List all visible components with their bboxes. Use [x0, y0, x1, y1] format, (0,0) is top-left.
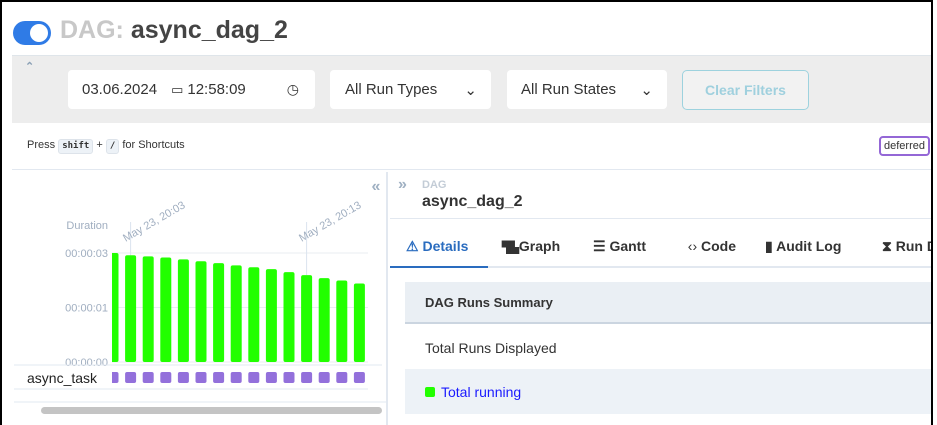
task-instance-square[interactable]	[230, 372, 242, 383]
collapse-left-icon[interactable]: «	[372, 178, 381, 195]
calendar-icon[interactable]: ▭	[171, 81, 184, 97]
task-instance-square[interactable]	[318, 372, 330, 383]
task-instance-square[interactable]	[177, 372, 189, 383]
y-tick-label: 00:00:00	[65, 357, 108, 369]
duration-bar[interactable]	[195, 261, 207, 362]
kbd-slash: /	[105, 139, 120, 154]
summary-header: DAG Runs Summary	[405, 282, 931, 324]
total-running-link[interactable]: Total running	[441, 383, 522, 400]
task-instance-square[interactable]	[248, 372, 260, 383]
task-instance-square[interactable]	[265, 372, 277, 383]
active-tab-indicator	[390, 266, 488, 268]
breadcrumb-dag-name[interactable]: async_dag_2	[422, 193, 523, 210]
summary-row-total-runs: Total Runs Displayed	[405, 326, 931, 369]
shortcuts-hint: Press shift + / for Shortcuts	[27, 139, 185, 154]
kbd-shift: shift	[58, 139, 94, 154]
task-instance-square[interactable]	[125, 372, 137, 383]
clear-filters-button[interactable]: Clear Filters	[682, 70, 809, 110]
tab-details[interactable]: ⚠ Details	[406, 238, 469, 254]
duration-bar[interactable]	[336, 280, 348, 362]
divider	[12, 169, 931, 170]
tab-graph[interactable]: ▜▙Graph	[502, 238, 561, 254]
tab-code[interactable]: ‹› Code	[687, 238, 736, 254]
task-name[interactable]: async_task	[27, 370, 98, 386]
horizontal-scrollbar[interactable]	[41, 407, 382, 414]
duration-bar[interactable]	[177, 259, 189, 362]
duration-bar[interactable]	[265, 269, 277, 362]
task-instance-square[interactable]	[195, 372, 207, 383]
dag-title: async_dag_2	[130, 16, 288, 44]
tab-audit-log[interactable]: ▮ Audit Log	[765, 238, 842, 254]
breadcrumb-label: DAG	[422, 179, 447, 191]
summary-row-total-running: Total running	[405, 369, 931, 414]
x-annotation-label: May 23, 20:03	[121, 199, 187, 244]
hourglass-icon: ⧗	[882, 238, 892, 254]
run-types-select[interactable]: All Run Types ⌄	[330, 70, 491, 109]
task-instance-square[interactable]	[142, 372, 154, 383]
run-states-select[interactable]: All Run States ⌄	[507, 70, 667, 109]
duration-bar[interactable]	[318, 278, 330, 362]
task-instance-square[interactable]	[353, 372, 365, 383]
duration-bar[interactable]	[160, 257, 172, 362]
base-date-input[interactable]: 03.06.2024 ▭ 12:58:09 ◷	[68, 70, 315, 109]
filter-bar: ⌃ 03.06.2024 ▭ 12:58:09 ◷ All Run Types …	[12, 55, 931, 123]
duration-bar[interactable]	[125, 255, 137, 362]
tab-gantt[interactable]: ☰ Gantt	[593, 238, 647, 254]
duration-bar[interactable]	[213, 263, 225, 362]
expand-icon[interactable]: »	[398, 176, 407, 193]
page-title: DAG: async_dag_2	[60, 16, 288, 44]
audit-file-icon: ▮	[765, 238, 773, 254]
running-status-swatch	[425, 386, 435, 397]
task-instance-square[interactable]	[160, 372, 172, 383]
chevron-down-icon: ⌄	[464, 81, 477, 99]
task-instance-square[interactable]	[336, 372, 348, 383]
task-instance-square[interactable]	[301, 372, 313, 383]
warning-icon: ⚠	[406, 238, 419, 254]
duration-bar[interactable]	[283, 272, 295, 362]
duration-bar[interactable]	[301, 275, 313, 362]
y-tick-label: 00:00:03	[65, 248, 108, 260]
duration-chart: « Duration 00:00:03 00:00:01 00:00:00 May 23,…	[14, 178, 387, 414]
task-instance-square[interactable]	[283, 372, 295, 383]
code-icon: ‹›	[687, 238, 698, 254]
duration-bar[interactable]	[248, 267, 260, 362]
y-tick-label: 00:00:01	[65, 303, 108, 315]
duration-bar[interactable]	[142, 256, 154, 362]
gantt-icon: ☰	[593, 238, 606, 254]
x-annotation-label: May 23, 20:13	[297, 199, 363, 244]
collapse-up-icon[interactable]: ⌃	[25, 61, 35, 73]
task-instance-square[interactable]	[213, 372, 225, 383]
tab-run-duration[interactable]: ⧗ Run D	[882, 238, 933, 254]
task-instance-square[interactable]	[108, 372, 119, 383]
duration-bar[interactable]	[230, 265, 242, 362]
dag-pause-toggle[interactable]	[13, 21, 51, 45]
y-axis-label: Duration	[66, 220, 108, 232]
panel-resizer[interactable]	[386, 172, 388, 425]
divider	[390, 218, 931, 219]
legend-deferred[interactable]: deferred	[879, 136, 930, 156]
graph-icon: ▜▙	[502, 242, 519, 254]
clock-icon[interactable]: ◷	[286, 81, 299, 97]
chevron-down-icon: ⌄	[640, 81, 653, 99]
tab-bar-line	[390, 266, 931, 268]
duration-bar[interactable]	[353, 283, 365, 362]
duration-bar[interactable]	[108, 253, 119, 362]
